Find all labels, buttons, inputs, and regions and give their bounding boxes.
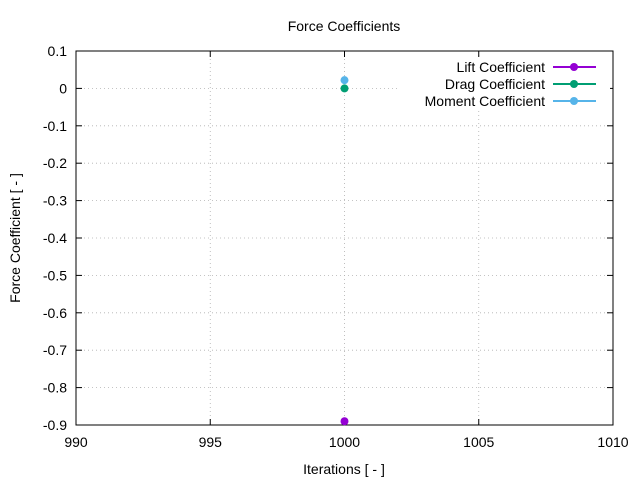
chart-title: Force Coefficients [288, 18, 401, 34]
legend-marker [570, 97, 578, 105]
x-tick-label: 990 [64, 434, 88, 450]
y-tick-label: -0.8 [43, 380, 67, 396]
y-tick-label: -0.5 [43, 267, 67, 283]
x-tick-label: 1010 [597, 434, 628, 450]
x-axis-label: Iterations [ - ] [303, 461, 385, 477]
y-tick-label: 0.1 [48, 43, 68, 59]
y-tick-label: -0.4 [43, 230, 67, 246]
axis-ticks: 990 995 1000 1005 1010 0.1 0 -0.1 -0.2 -0.3 -0.4 -0… [43, 43, 629, 450]
y-tick-label: -0.9 [43, 417, 67, 433]
legend-label: Lift Coefficient [457, 59, 546, 75]
data-point [340, 76, 349, 85]
y-tick-label: -0.2 [43, 155, 67, 171]
y-tick-label: -0.7 [43, 342, 67, 358]
y-axis-label: Force Coefficient [ - ] [7, 173, 23, 303]
legend-label: Drag Coefficient [445, 76, 545, 92]
data-point [340, 84, 349, 93]
y-tick-label: -0.3 [43, 193, 67, 209]
data-point [340, 417, 349, 426]
legend-label: Moment Coefficient [425, 93, 545, 109]
legend-marker [570, 63, 578, 71]
y-tick-label: -0.1 [43, 118, 67, 134]
x-tick-label: 1005 [463, 434, 494, 450]
x-tick-label: 1000 [329, 434, 360, 450]
y-tick-label: 0 [59, 80, 67, 96]
y-tick-label: -0.6 [43, 305, 67, 321]
x-tick-label: 995 [199, 434, 223, 450]
legend-marker [570, 80, 578, 88]
data-series [340, 76, 349, 426]
